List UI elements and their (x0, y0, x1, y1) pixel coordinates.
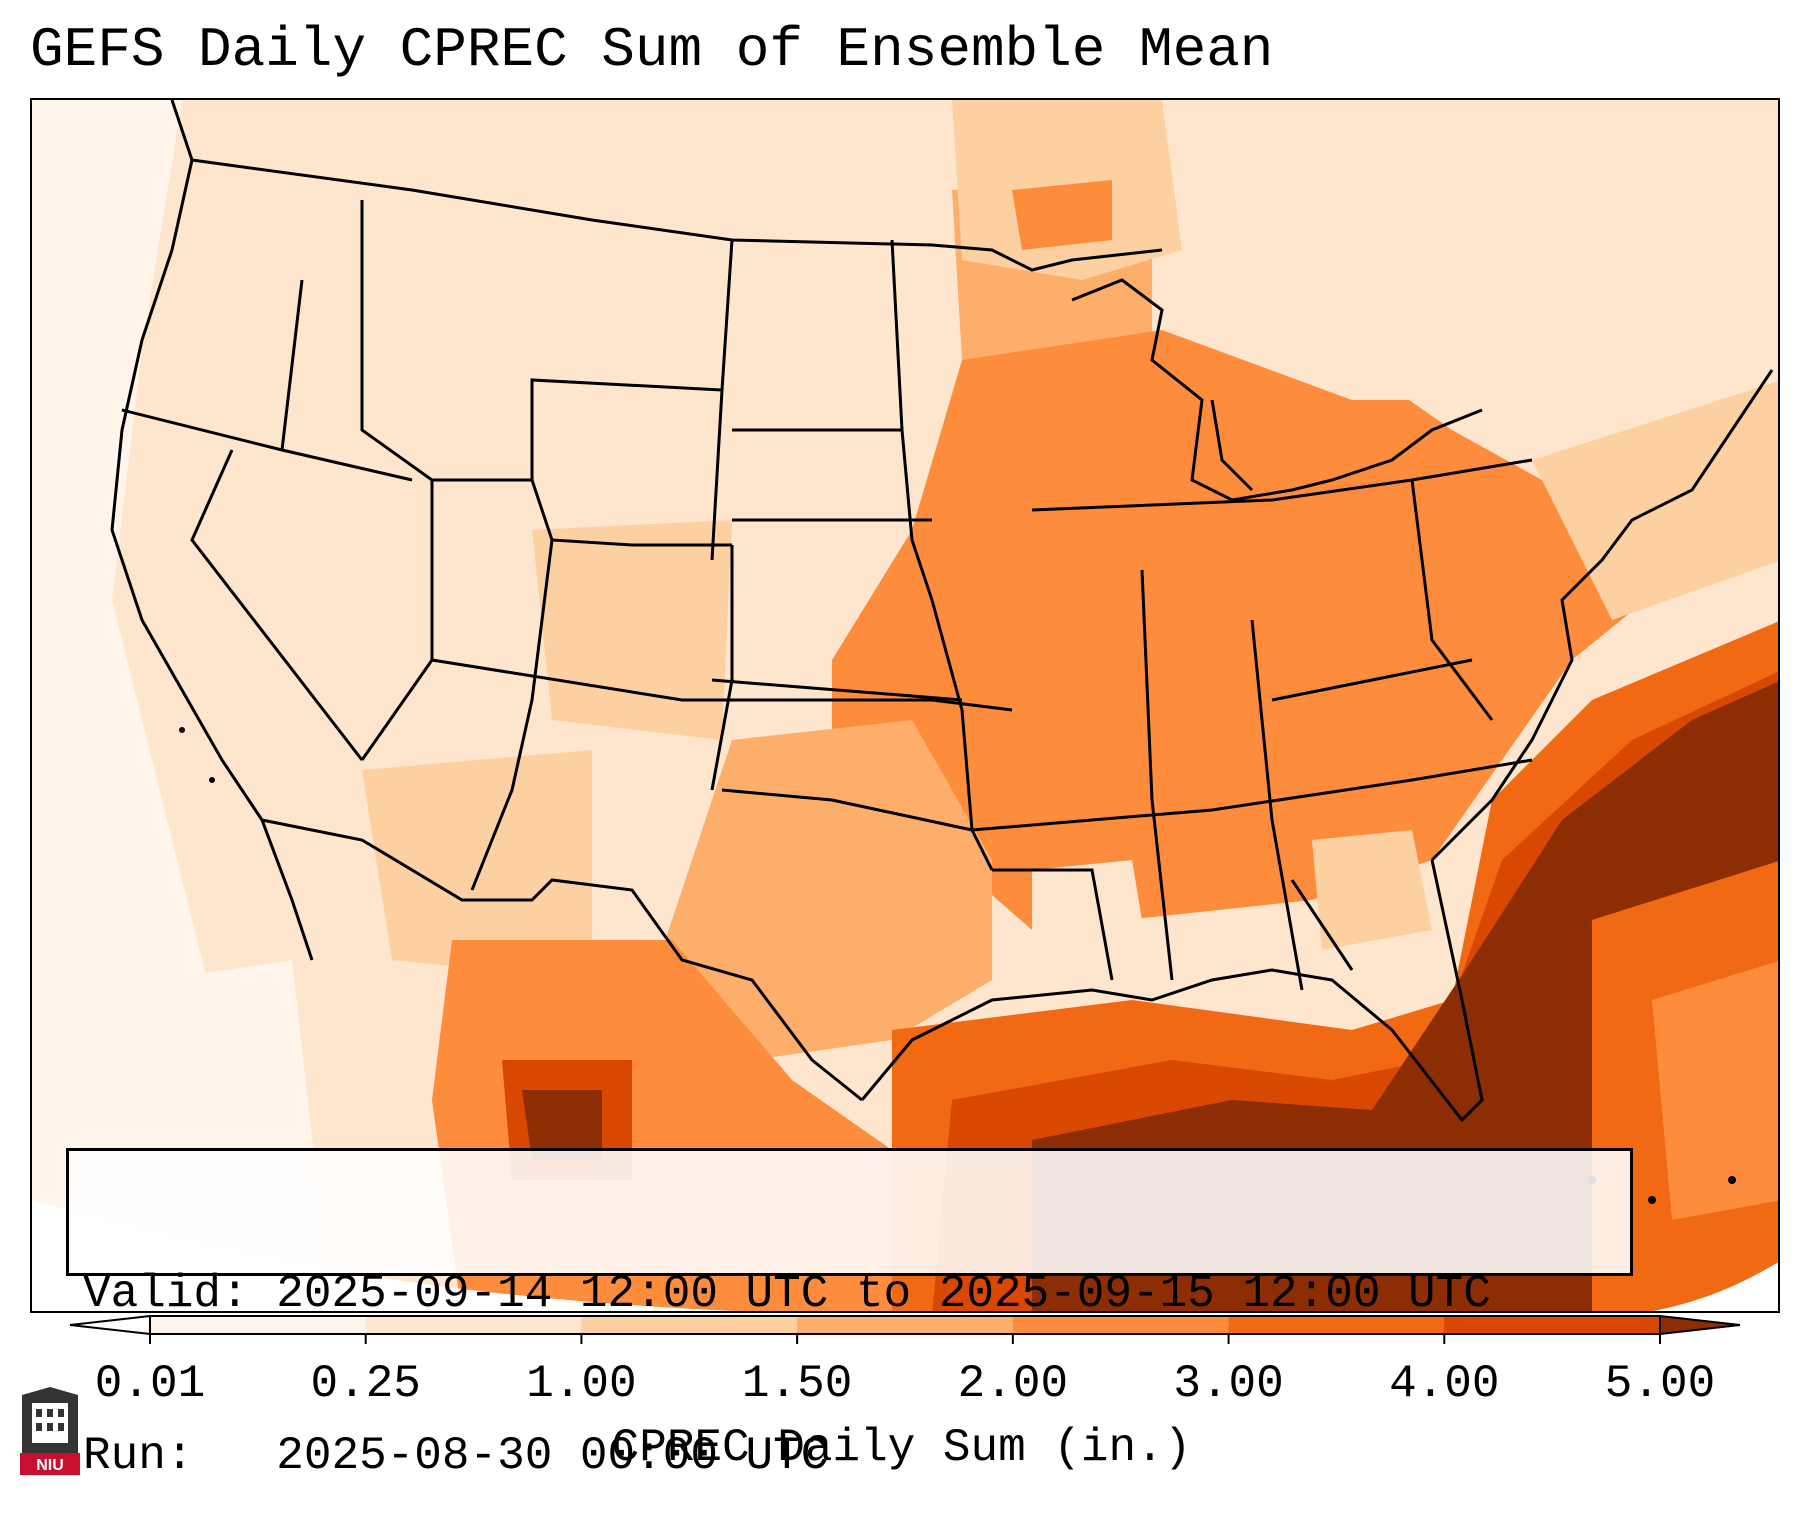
state-line (710, 545, 734, 791)
colorbar-under-extend (70, 1314, 151, 1336)
valid-label: Valid: (83, 1268, 249, 1320)
state-line (971, 758, 1533, 832)
colorbar-tick-label: 2.00 (957, 1358, 1069, 1410)
precip-field-mississippi (1032, 860, 1152, 1000)
run-label: Run: (83, 1430, 194, 1482)
precip-map (32, 100, 1778, 1311)
projection-edge-se (1653, 1262, 1778, 1311)
state-line (992, 868, 1114, 981)
precip-field-ontario-core (1012, 180, 1112, 250)
precip-field-georgia (1312, 830, 1432, 950)
state-line (720, 239, 734, 391)
precip-field-colorado (532, 520, 732, 740)
colorbar-bin-1.50-2.00 (797, 1316, 1014, 1334)
colorbar-bin-0.01-0.25 (150, 1316, 367, 1334)
niu-logo: NIU (20, 1387, 80, 1475)
logo-banner (20, 1453, 80, 1475)
great-lakes-shoreline (1071, 278, 1483, 502)
colorbar-bin-3.00-4.00 (1228, 1316, 1445, 1334)
precip-field-new-england (1532, 381, 1778, 620)
west-coastline (110, 159, 314, 961)
colorbar-tick-label: 4.00 (1389, 1358, 1500, 1410)
state-line (1031, 458, 1533, 512)
precip-field-plains (332, 200, 502, 580)
state-line (1290, 879, 1354, 971)
colorbar-tick-label: 1.50 (741, 1358, 853, 1410)
state-line (1140, 569, 1174, 981)
map-panel (30, 98, 1780, 1313)
colorbar-bin-2.00-3.00 (1012, 1316, 1230, 1334)
state-line (1410, 479, 1494, 721)
state-line (1250, 619, 1304, 991)
valid-line: Valid: 2025-09-14 12:00 UTC to 2025-09-1… (83, 1267, 1616, 1321)
state-line (711, 678, 963, 702)
valid-value: 2025-09-14 12:00 UTC to 2025-09-15 12:00… (276, 1268, 1491, 1320)
precip-field-atlantic-moderate (1652, 961, 1778, 1220)
lake-michigan-shore (1210, 399, 1254, 492)
run-value: 2025-08-30 00:00 UTC (276, 1430, 829, 1482)
precip-field-arizona (362, 750, 592, 980)
colorbar-tick-label: 0.01 (94, 1358, 206, 1410)
colorbar (70, 1314, 1740, 1344)
validity-info-box: Valid: 2025-09-14 12:00 UTC to 2025-09-1… (66, 1148, 1633, 1482)
state-line (470, 539, 554, 891)
precip-field-light-west (32, 100, 212, 1000)
colorbar-tick-label: 3.00 (1173, 1358, 1284, 1410)
atlantic-coastline (1430, 369, 1774, 862)
colorbar-bin-4.00-5.00 (1444, 1316, 1661, 1334)
precip-field-midwest (832, 330, 1732, 930)
chart-title: GEFS Daily CPREC Sum of Ensemble Mean (30, 18, 1274, 82)
run-line: Run: 2025-08-30 00:00 UTC (83, 1429, 1616, 1483)
state-line (190, 449, 364, 761)
state-line (721, 788, 973, 832)
colorbar-label: CPREC Daily Sum (in.) (611, 1422, 1192, 1474)
precip-field-mexico-core (522, 1090, 602, 1160)
colorbar-bin-1.00-1.50 (581, 1316, 798, 1334)
state-line (1271, 658, 1473, 702)
colorbar-tick-label: 5.00 (1604, 1358, 1716, 1410)
us-canada-border (170, 100, 1163, 272)
colorbar-tick-label: 1.00 (526, 1358, 637, 1410)
state-line (530, 479, 732, 547)
colorbar-over-extend (1659, 1314, 1740, 1336)
gulf-coastline (860, 859, 1484, 1123)
colorbar-outline (149, 1315, 1661, 1335)
state-line (432, 378, 724, 561)
logo-text: NIU (36, 1457, 64, 1474)
colorbar-bin-0.25-1.00 (365, 1316, 582, 1334)
us-mexico-border (261, 818, 863, 1102)
colorbar-tick-label: 0.25 (310, 1358, 421, 1410)
boundary-lines (110, 100, 1774, 1123)
state-line (280, 279, 304, 451)
projection-edge-sw (32, 1200, 736, 1311)
